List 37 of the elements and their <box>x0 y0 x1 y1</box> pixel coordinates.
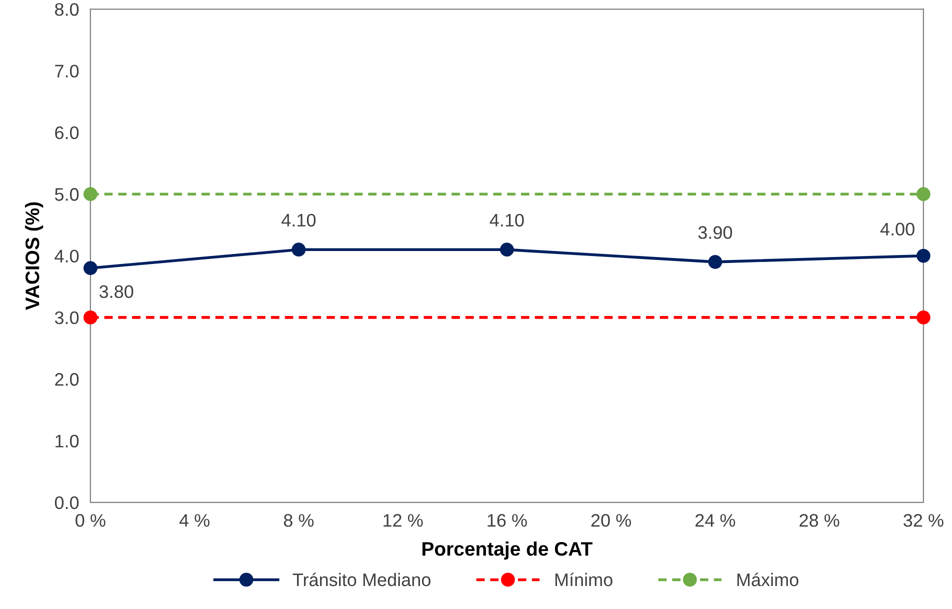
y-tick-label: 7.0 <box>55 64 79 78</box>
y-tick-label: 2.0 <box>55 373 79 386</box>
x-tick-label: 32 % <box>904 514 944 527</box>
y-tick-label: 8.0 <box>55 3 79 16</box>
x-tick-label: 0 % <box>76 514 106 527</box>
data-label: 4.10 <box>490 214 524 227</box>
legend-label: Mínimo <box>555 572 612 586</box>
y-tick-label: 3.0 <box>54 311 79 324</box>
point <box>83 261 98 276</box>
point <box>916 310 930 324</box>
point <box>83 187 98 202</box>
legend-label: Máximo <box>737 572 798 586</box>
x-axis-title: Porcentaje de CAT <box>422 541 592 560</box>
legend-label: Tránsito Mediano <box>292 572 430 586</box>
x-tick-label: 4 % <box>179 514 210 527</box>
y-tick-label: 0.0 <box>54 496 79 510</box>
x-tick-label: 8 % <box>284 514 314 527</box>
point <box>292 242 306 257</box>
y-tick-label: 6.0 <box>55 126 79 140</box>
y-tick-label: 5.0 <box>54 188 79 201</box>
data-label: 4.10 <box>282 214 316 227</box>
x-tick-label: 12 % <box>384 514 423 527</box>
x-tick-label: 28 % <box>800 514 840 527</box>
y-tick-label: 4.0 <box>54 250 79 262</box>
point <box>500 242 514 257</box>
data-label: 3.90 <box>698 226 732 239</box>
point <box>83 310 98 324</box>
x-tick-label: 20 % <box>591 514 631 527</box>
point <box>916 248 930 263</box>
point <box>708 255 722 269</box>
x-tick-label: 24 % <box>696 514 736 527</box>
x-tick-label: 16 % <box>488 514 527 527</box>
data-label: 4.00 <box>880 222 914 236</box>
data-label: 3.80 <box>99 285 134 298</box>
y-tick-label: 1.0 <box>56 434 79 448</box>
point <box>916 187 930 202</box>
y-axis-title: VACIOS (%) <box>24 202 44 310</box>
